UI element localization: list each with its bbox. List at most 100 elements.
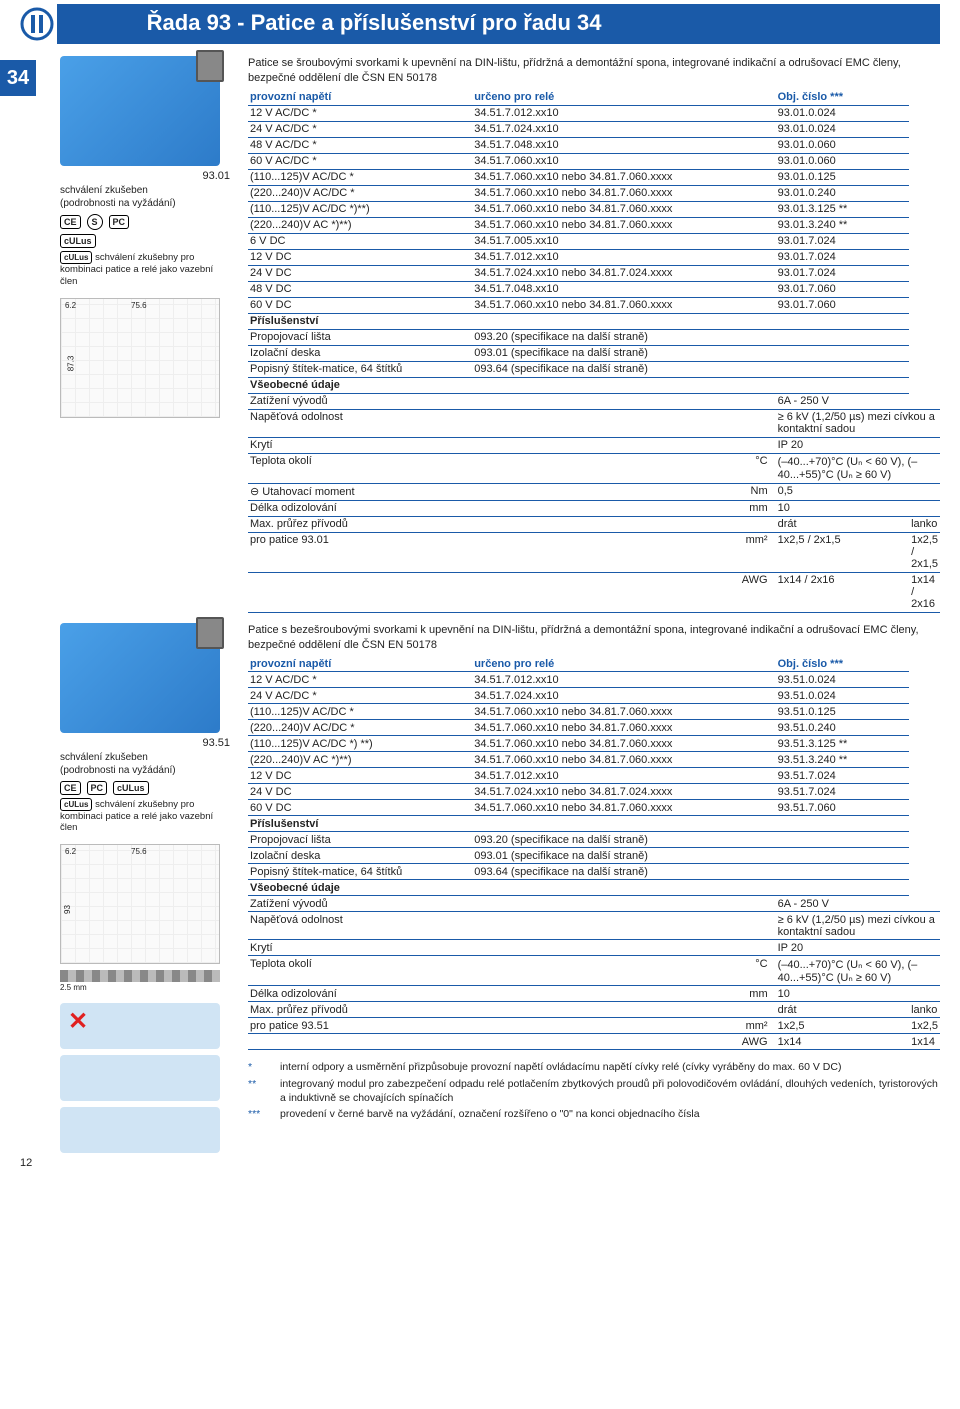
footnote-mark: ** <box>248 1077 272 1105</box>
approval-note: cULus schválení zkušebny pro kombinaci p… <box>60 252 230 288</box>
table-row: 60 V AC/DC * 34.51.7.060.xx10 93.01.0.06… <box>248 153 940 169</box>
footnote-text: provedení v černé barvě na vyžádání, ozn… <box>280 1107 700 1121</box>
table-row: pro patice 93.51 mm² 1x2,5 1x2,5 <box>248 1018 940 1034</box>
table-row: 48 V AC/DC * 34.51.7.048.xx10 93.01.0.06… <box>248 137 940 153</box>
cert-culus: cULus <box>60 234 96 248</box>
table-row: Zatížení vývodů 6A - 250 V <box>248 393 940 409</box>
cert-ce: CE <box>60 215 81 229</box>
table-row: Napěťová odolnost ≥ 6 kV (1,2/50 µs) mez… <box>248 912 940 940</box>
wire-strip-illustration <box>60 970 220 982</box>
table-row: (110...125)V AC/DC *)**) 34.51.7.060.xx1… <box>248 201 940 217</box>
table-row: 24 V DC 34.51.7.024.xx10 nebo 34.81.7.02… <box>248 265 940 281</box>
table-row: 60 V DC 34.51.7.060.xx10 nebo 34.81.7.06… <box>248 297 940 313</box>
table-row: 12 V DC 34.51.7.012.xx10 93.51.7.024 <box>248 768 940 784</box>
table-row: Izolační deska 093.01 (specifikace na da… <box>248 345 940 361</box>
footnote-text: integrovaný modul pro zabezpečení odpadu… <box>280 1077 940 1105</box>
table-row: 60 V DC 34.51.7.060.xx10 nebo 34.81.7.06… <box>248 800 940 816</box>
table-row: 24 V DC 34.51.7.024.xx10 nebo 34.81.7.02… <box>248 784 940 800</box>
table-row: (110...125)V AC/DC * 34.51.7.060.xx10 ne… <box>248 169 940 185</box>
table-row: (220...240)V AC *)**) 34.51.7.060.xx10 n… <box>248 752 940 768</box>
table-row: 48 V DC 34.51.7.048.xx10 93.01.7.060 <box>248 281 940 297</box>
intro-9351: Patice s bezešroubovými svorkami k upevn… <box>248 623 940 653</box>
cert-row: CE PC cULus <box>60 781 230 795</box>
table-row: Napěťová odolnost ≥ 6 kV (1,2/50 µs) mez… <box>248 409 940 437</box>
table-row: Délka odizolování mm 10 <box>248 500 940 516</box>
spec-table-9351: provozní napětí určeno pro relé Obj. čís… <box>248 656 940 1050</box>
col-voltage: provozní napětí <box>248 90 472 106</box>
table-row: (220...240)V AC *)**) 34.51.7.060.xx10 n… <box>248 217 940 233</box>
table-row: (220...240)V AC/DC * 34.51.7.060.xx10 ne… <box>248 720 940 736</box>
accessories-header: Příslušenství <box>248 816 909 832</box>
cert-row-2: cULus <box>60 234 230 248</box>
table-row: AWG 1x14 1x14 <box>248 1034 940 1050</box>
table-row: (110...125)V AC/DC *) **) 34.51.7.060.xx… <box>248 736 940 752</box>
table-row: Popisný štítek-matice, 64 štítků 093.64 … <box>248 361 940 377</box>
table-row: 6 V DC 34.51.7.005.xx10 93.01.7.024 <box>248 233 940 249</box>
table-row: (110...125)V AC/DC * 34.51.7.060.xx10 ne… <box>248 704 940 720</box>
product-image-9351 <box>60 623 220 733</box>
main-9351: Patice s bezešroubovými svorkami k upevn… <box>248 623 940 1154</box>
table-row: ⊖ Utahovací moment Nm 0,5 <box>248 483 940 500</box>
table-row: Popisný štítek-matice, 64 štítků 093.64 … <box>248 864 940 880</box>
model-number: 93.51 <box>60 737 230 749</box>
footnote-text: interní odpory a usměrnění přizpůsobuje … <box>280 1060 841 1074</box>
table-row: (220...240)V AC/DC * 34.51.7.060.xx10 ne… <box>248 185 940 201</box>
product-image-9301 <box>60 56 220 166</box>
cert-row-1: CE S PC <box>60 214 230 230</box>
cert-pc: PC <box>109 215 130 229</box>
cert-pc: PC <box>87 781 108 795</box>
table-row: Max. průřez přívodů drát lanko <box>248 1002 940 1018</box>
illustration-step2 <box>60 1107 220 1153</box>
table-row: 24 V AC/DC * 34.51.7.024.xx10 93.51.0.02… <box>248 688 940 704</box>
table-row: Propojovací lišta 093.20 (specifikace na… <box>248 329 940 345</box>
general-header: Všeobecné údaje <box>248 880 909 896</box>
col-voltage: provozní napětí <box>248 656 472 672</box>
cert-ce: CE <box>60 781 81 795</box>
intro-9301: Patice se šroubovými svorkami k upevnění… <box>248 56 940 86</box>
sidebar-9301: 93.01 schválení zkušeben (podrobnosti na… <box>60 56 230 623</box>
sidebar-9351: 93.51 schválení zkušeben (podrobnosti na… <box>60 623 230 1154</box>
footnote: *** provedení v černé barvě na vyžádání,… <box>248 1107 940 1121</box>
table-row: 12 V DC 34.51.7.012.xx10 93.01.7.024 <box>248 249 940 265</box>
main-9301: Patice se šroubovými svorkami k upevnění… <box>248 56 940 623</box>
footnote-mark: * <box>248 1060 272 1074</box>
model-number: 93.01 <box>60 170 230 182</box>
table-row: Propojovací lišta 093.20 (specifikace na… <box>248 832 940 848</box>
general-header: Všeobecné údaje <box>248 377 909 393</box>
cert-culus: cULus <box>113 781 149 795</box>
table-row: 12 V AC/DC * 34.51.7.012.xx10 93.01.0.02… <box>248 105 940 121</box>
table-row: Zatížení vývodů 6A - 250 V <box>248 896 940 912</box>
dimension-drawing-9301: 6.2 75.6 87.3 <box>60 298 220 418</box>
footnotes: * interní odpory a usměrnění přizpůsobuj… <box>248 1060 940 1121</box>
page-number: 12 <box>20 1157 32 1169</box>
logo-icon <box>20 7 54 41</box>
approval-note: cULus schválení zkušebny pro kombinaci p… <box>60 799 230 835</box>
approval-text: schválení zkušeben (podrobnosti na vyžád… <box>60 751 230 777</box>
table-row: 24 V AC/DC * 34.51.7.024.xx10 93.01.0.02… <box>248 121 940 137</box>
illustration-wrong <box>60 1003 220 1049</box>
accessories-header: Příslušenství <box>248 313 909 329</box>
spec-table-9301: provozní napětí určeno pro relé Obj. čís… <box>248 90 940 613</box>
table-row: Krytí IP 20 <box>248 437 940 453</box>
col-relay: určeno pro relé <box>472 90 775 106</box>
table-row: AWG 1x14 / 2x16 1x14 / 2x16 <box>248 572 940 612</box>
table-row: Krytí IP 20 <box>248 940 940 956</box>
approval-text: schválení zkušeben (podrobnosti na vyžád… <box>60 184 230 210</box>
col-order: Obj. číslo *** <box>776 90 909 106</box>
table-row: Teplota okolí °C (–40...+70)°C (Uₙ < 60 … <box>248 956 940 986</box>
cert-s: S <box>87 214 103 230</box>
col-order: Obj. číslo *** <box>776 656 909 672</box>
page-title: Řada 93 - Patice a příslušenství pro řad… <box>57 4 940 44</box>
table-row: Délka odizolování mm 10 <box>248 986 940 1002</box>
table-row: Max. průřez přívodů drát lanko <box>248 516 940 532</box>
dimension-drawing-9351: 6.2 75.6 93 <box>60 844 220 964</box>
footnote: * interní odpory a usměrnění přizpůsobuj… <box>248 1060 940 1074</box>
footnote: ** integrovaný modul pro zabezpečení odp… <box>248 1077 940 1105</box>
table-row: pro patice 93.01 mm² 1x2,5 / 2x1,5 1x2,5… <box>248 532 940 572</box>
illustration-step1 <box>60 1055 220 1101</box>
footnote-mark: *** <box>248 1107 272 1121</box>
table-row: 12 V AC/DC * 34.51.7.012.xx10 93.51.0.02… <box>248 672 940 688</box>
table-row: Teplota okolí °C (–40...+70)°C (Uₙ < 60 … <box>248 453 940 483</box>
bottom-illustrations <box>60 1003 230 1153</box>
table-row: Izolační deska 093.01 (specifikace na da… <box>248 848 940 864</box>
